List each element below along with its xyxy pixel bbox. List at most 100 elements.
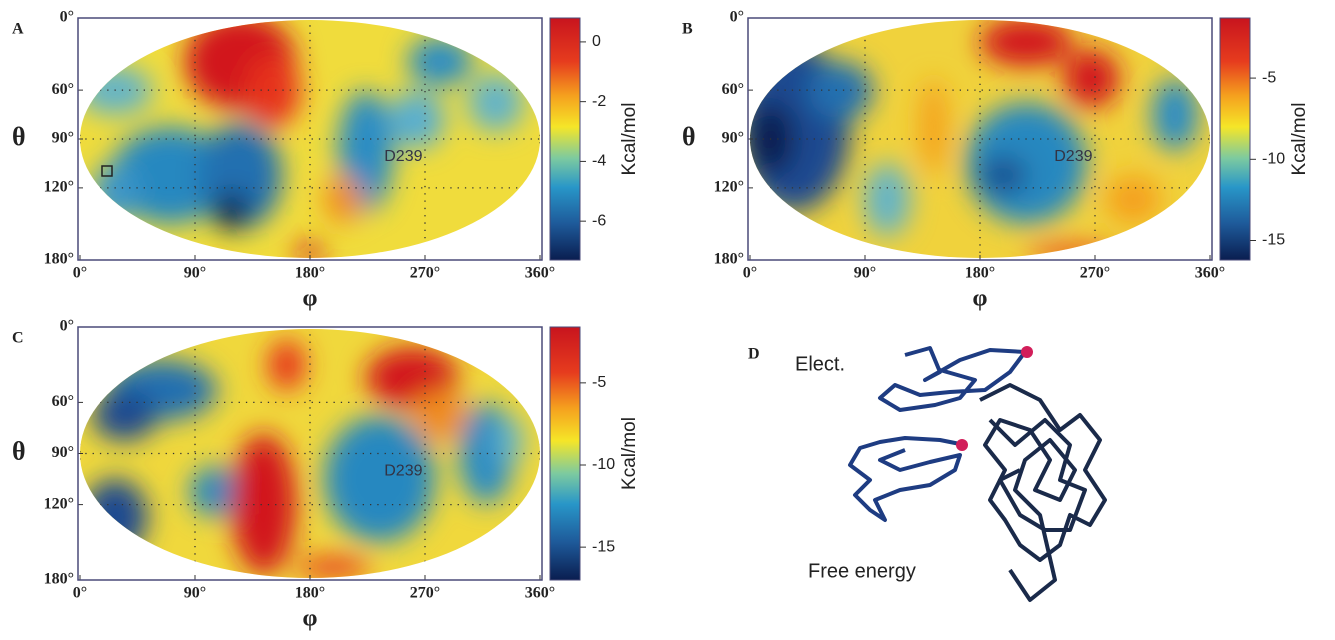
energy-map bbox=[80, 329, 540, 578]
protein-trace bbox=[848, 346, 1027, 522]
map-region bbox=[268, 339, 306, 391]
phi-tick-label: 360° bbox=[525, 585, 555, 602]
map-region bbox=[296, 557, 371, 578]
map-region bbox=[1063, 49, 1120, 108]
map-blobs bbox=[80, 20, 524, 258]
theta-tick-label: 60° bbox=[722, 81, 744, 98]
colorbar-label: Kcal/mol bbox=[1289, 103, 1310, 176]
panel-label: A bbox=[12, 21, 24, 38]
map-region bbox=[407, 37, 473, 86]
protein-trace bbox=[979, 383, 1107, 602]
colorbar-tick-label: -4 bbox=[592, 153, 606, 170]
map-region bbox=[412, 390, 468, 441]
panel: A0°60°90°120°180°0° 90° 180° 270° 360°θφD239… bbox=[12, 9, 640, 312]
panel-d: D Elect. Free energy bbox=[748, 346, 1107, 602]
phi-tick-label: 0° bbox=[743, 265, 757, 282]
panel: B0°60°90°120°180°0° 90° 180° 270° 360°θφD239… bbox=[682, 9, 1310, 312]
colorbar-tick-label: -15 bbox=[592, 538, 615, 555]
map-region bbox=[1151, 78, 1199, 152]
panel-label: B bbox=[682, 21, 693, 38]
theta-tick-label: 90° bbox=[722, 130, 744, 147]
panel-label: C bbox=[12, 330, 24, 347]
theta-tick-label: 180° bbox=[714, 251, 744, 268]
phi-tick-label: 0° bbox=[73, 265, 87, 282]
map-region bbox=[82, 478, 148, 555]
annotation: D239 bbox=[384, 148, 422, 165]
axis-label: θ bbox=[12, 122, 26, 151]
phi-tick-label: 0° bbox=[73, 585, 87, 602]
residue-marker bbox=[1021, 346, 1033, 358]
colorbar-tick-label: -5 bbox=[592, 374, 606, 391]
plot-frame bbox=[77, 17, 543, 261]
colorbar bbox=[549, 326, 581, 581]
map-region bbox=[495, 415, 524, 467]
theta-tick-label: 90° bbox=[52, 130, 74, 147]
axis-label: θ bbox=[682, 122, 696, 151]
colorbar-tick-label: -2 bbox=[592, 93, 606, 110]
phi-tick-label: 180° bbox=[295, 265, 325, 282]
colorbar-label: Kcal/mol bbox=[619, 417, 640, 490]
map-blobs bbox=[82, 339, 524, 578]
map-region bbox=[1026, 245, 1120, 258]
theta-tick-label: 0° bbox=[730, 9, 744, 26]
map-region bbox=[1105, 175, 1161, 224]
phi-tick-label: 360° bbox=[525, 265, 555, 282]
map-region bbox=[110, 126, 232, 224]
phi-tick-label: 270° bbox=[410, 265, 440, 282]
phi-tick-label: 270° bbox=[1080, 265, 1110, 282]
axis-label: θ bbox=[12, 436, 26, 465]
colorbar-label: Kcal/mol bbox=[619, 103, 640, 176]
theta-tick-label: 60° bbox=[52, 393, 74, 410]
annotation: D239 bbox=[1054, 148, 1092, 165]
colorbar-tick-label: -10 bbox=[1262, 151, 1285, 168]
annotation: D239 bbox=[384, 463, 422, 480]
colorbar-tick-label: -10 bbox=[592, 456, 615, 473]
map-region bbox=[864, 163, 911, 236]
colorbar bbox=[549, 17, 581, 261]
energy-map bbox=[80, 20, 540, 258]
theta-tick-label: 120° bbox=[44, 495, 74, 512]
theta-tick-label: 180° bbox=[44, 251, 74, 268]
panel-label: D bbox=[748, 346, 760, 363]
colorbar-tick-label: -5 bbox=[1262, 69, 1276, 86]
residue-marker bbox=[956, 439, 968, 451]
theta-tick-label: 0° bbox=[60, 318, 74, 335]
axis-label: φ bbox=[973, 286, 988, 312]
colorbar bbox=[1219, 17, 1251, 261]
plot-frame bbox=[77, 326, 543, 581]
axis-label: φ bbox=[303, 286, 318, 312]
phi-tick-label: 180° bbox=[295, 585, 325, 602]
axis-label: φ bbox=[303, 606, 318, 632]
map-region bbox=[245, 54, 301, 127]
colorbar-tick-label: -15 bbox=[1262, 232, 1285, 249]
phi-tick-label: 90° bbox=[184, 585, 206, 602]
map-region bbox=[212, 192, 250, 231]
map-region bbox=[980, 155, 1027, 195]
energy-map bbox=[750, 20, 1210, 258]
theta-tick-label: 120° bbox=[714, 179, 744, 196]
map-region bbox=[323, 175, 362, 224]
marker bbox=[101, 165, 113, 177]
label: Elect. bbox=[795, 353, 845, 375]
map-region bbox=[231, 433, 297, 575]
map-region bbox=[919, 78, 948, 176]
theta-tick-label: 90° bbox=[52, 444, 74, 461]
colorbar-tick-label: -6 bbox=[592, 212, 606, 229]
label: Free energy bbox=[808, 560, 916, 582]
theta-tick-label: 120° bbox=[44, 179, 74, 196]
theta-tick-label: 60° bbox=[52, 81, 74, 98]
map-region bbox=[980, 20, 1073, 67]
phi-tick-label: 270° bbox=[410, 585, 440, 602]
panel: C0°60°90°120°180°0° 90° 180° 270° 360°θφD239… bbox=[12, 318, 640, 632]
map-region bbox=[323, 415, 436, 543]
phi-tick-label: 90° bbox=[184, 265, 206, 282]
theta-tick-label: 180° bbox=[44, 571, 74, 588]
theta-tick-label: 0° bbox=[60, 9, 74, 26]
map-region bbox=[808, 61, 874, 120]
phi-tick-label: 180° bbox=[965, 265, 995, 282]
map-region bbox=[91, 390, 157, 441]
map-region bbox=[467, 73, 524, 132]
phi-tick-label: 90° bbox=[854, 265, 876, 282]
phi-tick-label: 360° bbox=[1195, 265, 1225, 282]
